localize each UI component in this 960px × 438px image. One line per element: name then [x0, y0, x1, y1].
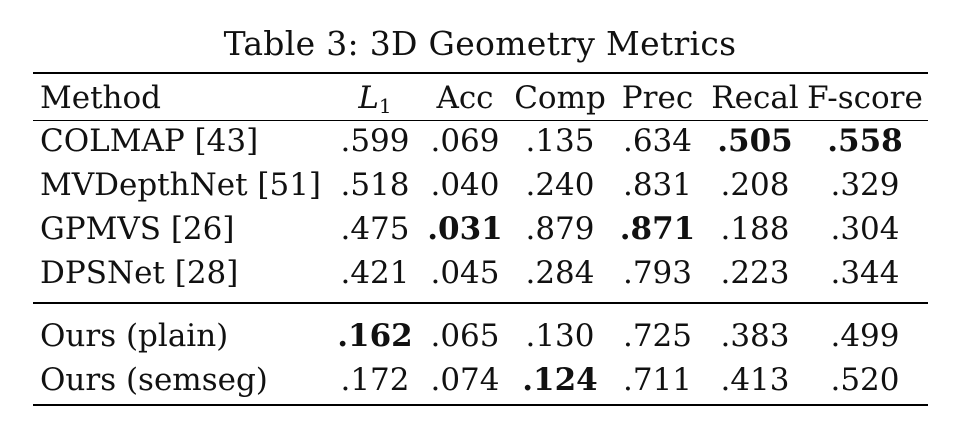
header-fscore: F-score — [807, 80, 923, 116]
header-rule — [33, 120, 928, 121]
cell-acc: .069 — [430, 123, 500, 159]
table-row: GPMVS [26] .475 .031 .879 .871 .188 .304 — [0, 207, 960, 251]
cell-prec: .871 — [619, 211, 696, 247]
cell-method: COLMAP [43] — [40, 123, 259, 159]
cell-method: Ours (semseg) — [40, 362, 268, 398]
cell-acc: .045 — [430, 255, 500, 291]
bottom-rule — [33, 404, 928, 406]
cell-recal: .188 — [720, 211, 790, 247]
cell-recal: .223 — [720, 255, 790, 291]
cell-acc: .065 — [430, 318, 500, 354]
cell-comp: .124 — [522, 362, 598, 398]
cell-prec: .725 — [622, 318, 693, 354]
header-recal: Recal — [711, 80, 799, 116]
cell-acc: .074 — [430, 362, 500, 398]
cell-prec: .831 — [622, 167, 693, 203]
cell-fscore: .558 — [827, 123, 903, 159]
cell-fscore: .520 — [830, 362, 900, 398]
cell-l1: .421 — [340, 255, 410, 291]
cell-comp: .130 — [525, 318, 595, 354]
cell-fscore: .344 — [830, 255, 900, 291]
table-row: Ours (plain) .162 .065 .130 .725 .383 .4… — [0, 314, 960, 358]
cell-acc: .040 — [430, 167, 500, 203]
cell-fscore: .304 — [830, 211, 900, 247]
cell-fscore: .329 — [830, 167, 900, 203]
cell-fscore: .499 — [830, 318, 900, 354]
table-row: MVDepthNet [51] .518 .040 .240 .831 .208… — [0, 163, 960, 207]
top-rule — [33, 72, 928, 74]
cell-prec: .711 — [622, 362, 693, 398]
cell-recal: .208 — [720, 167, 790, 203]
cell-l1: .172 — [340, 362, 410, 398]
cell-recal: .413 — [720, 362, 790, 398]
table-row: Ours (semseg) .172 .074 .124 .711 .413 .… — [0, 358, 960, 402]
cell-acc: .031 — [427, 211, 503, 247]
cell-method: MVDepthNet [51] — [40, 167, 322, 203]
header-method: Method — [40, 80, 162, 116]
cell-l1: .162 — [337, 318, 413, 354]
cell-method: Ours (plain) — [40, 318, 229, 354]
cell-method: GPMVS [26] — [40, 211, 235, 247]
header-acc: Acc — [436, 80, 494, 116]
header-prec: Prec — [621, 80, 694, 116]
midrule — [33, 302, 928, 304]
cell-comp: .135 — [525, 123, 595, 159]
cell-comp: .284 — [525, 255, 595, 291]
cell-prec: .634 — [622, 123, 693, 159]
header-l1: L1 — [330, 76, 420, 120]
table-header-row: Method L1 Acc Comp Prec Recal F-score — [0, 76, 960, 120]
cell-method: DPSNet [28] — [40, 255, 239, 291]
table-caption: Table 3: 3D Geometry Metrics — [223, 24, 737, 63]
cell-prec: .793 — [622, 255, 693, 291]
cell-l1: .599 — [340, 123, 410, 159]
cell-comp: .879 — [525, 211, 595, 247]
cell-recal: .505 — [717, 123, 793, 159]
table-row: COLMAP [43] .599 .069 .135 .634 .505 .55… — [0, 119, 960, 163]
header-l1-letter: L — [358, 80, 379, 116]
cell-l1: .475 — [340, 211, 410, 247]
table-row: DPSNet [28] .421 .045 .284 .793 .223 .34… — [0, 251, 960, 295]
cell-l1: .518 — [340, 167, 410, 203]
cell-recal: .383 — [720, 318, 790, 354]
header-l1-subscript: 1 — [378, 94, 392, 118]
cell-comp: .240 — [525, 167, 595, 203]
header-comp: Comp — [514, 80, 606, 116]
